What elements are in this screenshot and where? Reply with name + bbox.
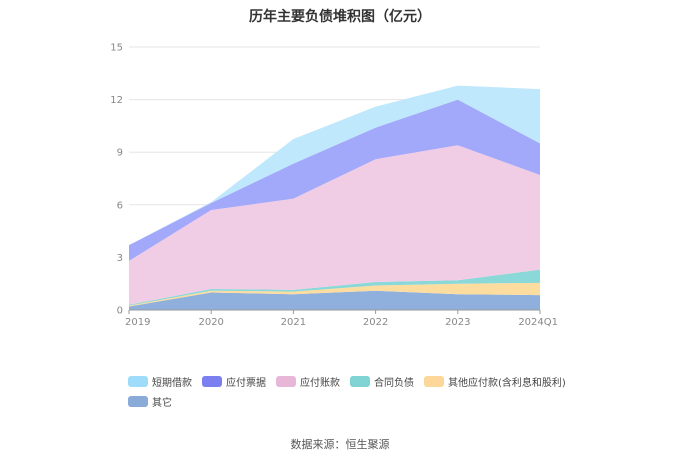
legend-label: 应付账款 bbox=[300, 377, 340, 389]
legend-label: 短期借款 bbox=[152, 377, 192, 389]
area-series-1 bbox=[129, 290, 540, 310]
x-tick-label: 2020 bbox=[198, 317, 223, 328]
y-tick-label: 3 bbox=[117, 253, 123, 264]
legend-label: 应付票据 bbox=[226, 377, 266, 389]
area-series-5 bbox=[129, 99, 540, 261]
legend-swatch bbox=[276, 375, 296, 387]
area-series-3 bbox=[129, 269, 540, 306]
legend-swatch bbox=[424, 375, 444, 387]
area-series-4 bbox=[129, 145, 540, 305]
area-series-6 bbox=[129, 85, 540, 246]
area-series-2 bbox=[129, 282, 540, 307]
x-tick-label: 2024Q1 bbox=[518, 317, 558, 328]
data-source-note: 数据来源：恒生聚源 bbox=[290, 438, 390, 451]
x-tick-label: 2021 bbox=[281, 317, 306, 328]
y-tick-label: 0 bbox=[117, 306, 123, 317]
x-tick-label: 2019 bbox=[125, 317, 150, 328]
chart-title: 历年主要负债堆积图（亿元） bbox=[249, 9, 431, 25]
x-tick-label: 2022 bbox=[363, 317, 388, 328]
legend-item[interactable]: 合同负债 bbox=[350, 374, 414, 389]
y-tick-label: 9 bbox=[117, 148, 123, 159]
y-tick-label: 6 bbox=[117, 200, 123, 211]
legend-label: 合同负债 bbox=[374, 377, 414, 389]
legend-item[interactable]: 应付账款 bbox=[276, 374, 340, 389]
legend-label: 其他应付款(含利息和股利) bbox=[448, 377, 566, 389]
area-series bbox=[129, 85, 540, 310]
y-tick-label: 15 bbox=[110, 43, 123, 54]
legend-item[interactable]: 其他应付款(含利息和股利) bbox=[424, 374, 566, 389]
axes: 0 3 6 9 12 15 2019 2020 2021 2022 2023 2024Q1 bbox=[110, 43, 558, 329]
legend-swatch bbox=[128, 395, 148, 407]
legend-item[interactable]: 应付票据 bbox=[202, 374, 266, 389]
legend-swatch bbox=[128, 375, 148, 387]
legend-swatch bbox=[202, 375, 222, 387]
y-tick-label: 12 bbox=[110, 95, 123, 106]
x-tick-label: 2023 bbox=[445, 317, 470, 328]
legend-item[interactable]: 其它 bbox=[128, 394, 172, 409]
legend-swatch bbox=[350, 375, 370, 387]
legend-item[interactable]: 短期借款 bbox=[128, 374, 192, 389]
legend-label: 其它 bbox=[152, 397, 172, 409]
legend: 短期借款 应付票据 应付账款 合同负债 其他应付款(含利息和股利) 其它 bbox=[128, 374, 588, 414]
